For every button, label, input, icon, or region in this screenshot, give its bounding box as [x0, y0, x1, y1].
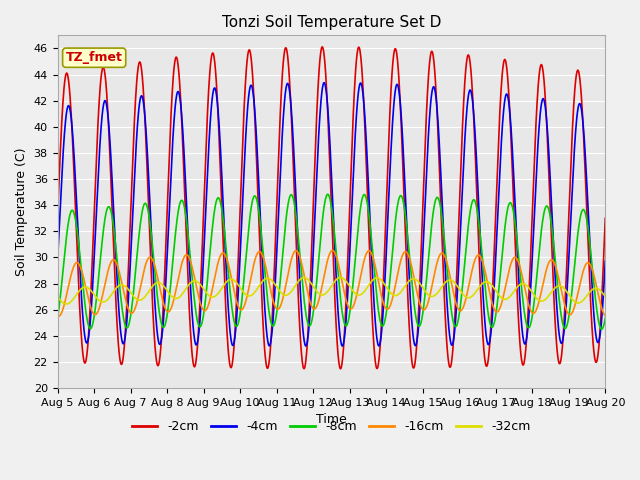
- -32cm: [163, 287, 170, 292]
- -4cm: [320, 80, 328, 85]
- -32cm: [489, 283, 497, 289]
- X-axis label: Time: Time: [316, 413, 347, 426]
- -8cm: [602, 315, 609, 321]
- -2cm: [54, 216, 61, 221]
- -8cm: [598, 326, 605, 332]
- -2cm: [319, 44, 326, 50]
- -8cm: [175, 203, 183, 208]
- -32cm: [417, 282, 425, 288]
- Line: -32cm: -32cm: [58, 277, 605, 304]
- Line: -4cm: -4cm: [58, 83, 605, 346]
- -32cm: [54, 294, 61, 300]
- -4cm: [537, 105, 545, 110]
- -16cm: [489, 302, 497, 308]
- -16cm: [54, 313, 61, 319]
- -16cm: [602, 313, 609, 319]
- -8cm: [162, 318, 170, 324]
- -16cm: [163, 308, 170, 313]
- -16cm: [55, 313, 63, 319]
- -2cm: [489, 288, 497, 294]
- -8cm: [324, 192, 332, 197]
- -16cm: [176, 269, 184, 275]
- -32cm: [337, 275, 344, 280]
- -8cm: [488, 324, 496, 330]
- Line: -16cm: -16cm: [58, 251, 605, 316]
- -32cm: [63, 301, 70, 307]
- -4cm: [417, 286, 425, 292]
- -4cm: [489, 311, 497, 316]
- -2cm: [237, 192, 244, 198]
- -2cm: [337, 366, 344, 372]
- -2cm: [175, 76, 183, 82]
- -32cm: [237, 286, 245, 292]
- -32cm: [176, 294, 184, 300]
- -4cm: [175, 92, 183, 97]
- -16cm: [328, 248, 336, 253]
- -4cm: [602, 258, 609, 264]
- -16cm: [537, 290, 545, 296]
- Line: -8cm: -8cm: [58, 194, 605, 329]
- -4cm: [162, 276, 170, 282]
- -2cm: [537, 62, 545, 68]
- -2cm: [417, 251, 425, 256]
- -2cm: [602, 216, 609, 221]
- -4cm: [339, 343, 346, 349]
- -8cm: [537, 235, 545, 241]
- -8cm: [237, 308, 244, 313]
- -32cm: [602, 294, 609, 300]
- Legend: -2cm, -4cm, -8cm, -16cm, -32cm: -2cm, -4cm, -8cm, -16cm, -32cm: [127, 415, 536, 438]
- Text: TZ_fmet: TZ_fmet: [66, 51, 123, 64]
- -4cm: [54, 258, 61, 264]
- Title: Tonzi Soil Temperature Set D: Tonzi Soil Temperature Set D: [221, 15, 441, 30]
- Y-axis label: Soil Temperature (C): Soil Temperature (C): [15, 147, 28, 276]
- -8cm: [417, 321, 424, 327]
- -32cm: [537, 298, 545, 304]
- Line: -2cm: -2cm: [58, 47, 605, 369]
- -2cm: [162, 237, 170, 243]
- -16cm: [237, 307, 245, 313]
- -8cm: [54, 315, 61, 321]
- -4cm: [237, 242, 244, 248]
- -16cm: [417, 304, 425, 310]
